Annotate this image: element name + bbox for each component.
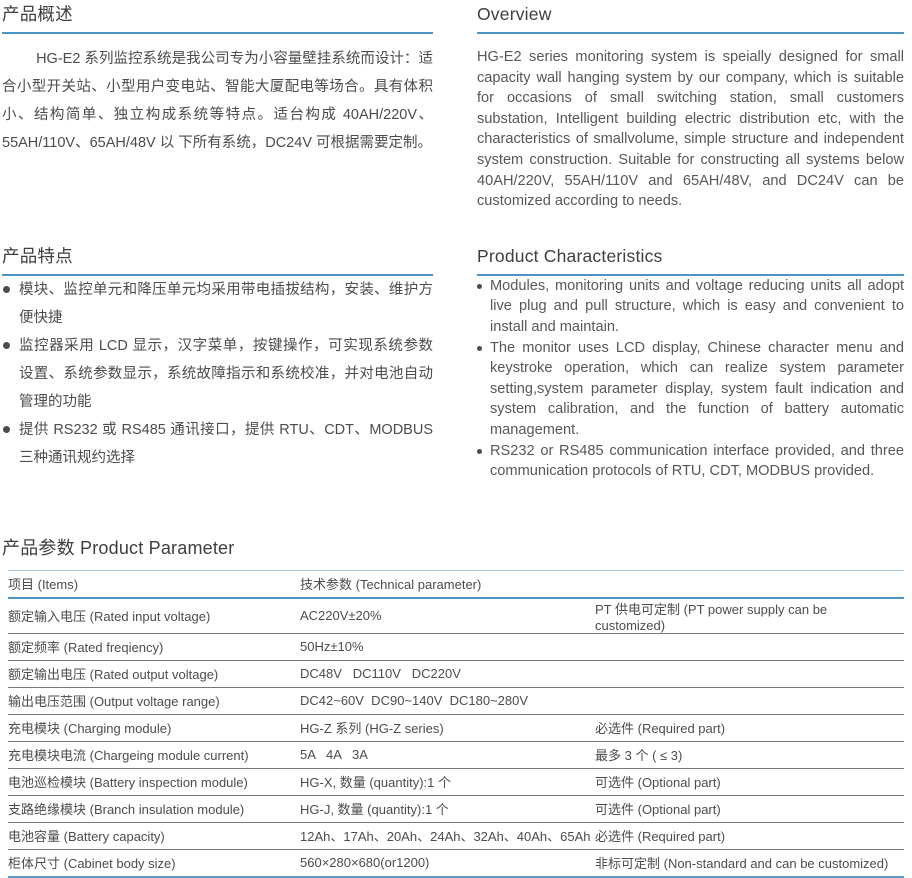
feature-text: 提供 RS232 或 RS485 通讯接口，提供 RTU、CDT、MODBUS …: [19, 421, 433, 466]
features-row: 产品特点 模块、监控单元和降压单元均采用带电插拔结构，安装、维护方便快捷 监控器…: [2, 246, 904, 482]
item-cell: 充电模块电流 (Chargeing module current): [8, 741, 300, 769]
value-cell: HG-X, 数量 (quantity):1 个: [300, 768, 595, 796]
table-row: 输出电压范围 (Output voltage range) DC42~60V D…: [8, 687, 904, 715]
feature-text: 模块、监控单元和降压单元均采用带电插拔结构，安装、维护方便快捷: [19, 281, 433, 326]
section-overview-cn: 产品概述 HG-E2 系列监控系统是我公司专为小容量壁挂系统而设计：适合小型开关…: [2, 4, 433, 212]
item-cell: 柜体尺寸 (Cabinet body size): [8, 856, 176, 872]
bullet-icon: [3, 286, 10, 294]
value-cell: 560×280×680(or1200): [300, 855, 430, 871]
value-cell: DC42~60V DC90~140V DC180~280V: [300, 687, 595, 715]
item-cell: 输出电压范围 (Output voltage range): [8, 687, 300, 715]
table-row: 电池巡检模块 (Battery inspection module) HG-X,…: [8, 768, 904, 796]
remark-cell: 可选件 (Optional part): [595, 795, 904, 823]
parameters-title: 产品参数 Product Parameter: [2, 537, 235, 558]
list-item: 模块、监控单元和降压单元均采用带电插拔结构，安装、维护方便快捷: [2, 276, 433, 332]
feature-text: RS232 or RS485 communication interface p…: [490, 442, 904, 480]
list-item: The monitor uses LCD display, Chinese ch…: [477, 338, 904, 441]
item-cell: 电池巡检模块 (Battery inspection module): [8, 768, 300, 796]
table-row: 充电模块电流 (Chargeing module current) 5A 4A …: [8, 741, 904, 769]
value-cell: 5A 4A 3A: [300, 741, 595, 769]
features-cn-list: 模块、监控单元和降压单元均采用带电插拔结构，安装、维护方便快捷 监控器采用 LC…: [2, 276, 433, 472]
remark-cell: [595, 660, 904, 688]
bullet-icon: [477, 283, 482, 289]
bullet-icon: [477, 448, 482, 454]
overview-cn-title: 产品概述: [2, 4, 433, 34]
table-row: 额定输出电压 (Rated output voltage) DC48V DC11…: [8, 660, 904, 688]
item-cell: 支路绝缘模块 (Branch insulation module): [8, 795, 300, 823]
product-datasheet-page: 产品概述 HG-E2 系列监控系统是我公司专为小容量壁挂系统而设计：适合小型开关…: [2, 4, 904, 878]
value-cell: HG-J, 数量 (quantity):1 个: [300, 795, 595, 823]
overview-row: 产品概述 HG-E2 系列监控系统是我公司专为小容量壁挂系统而设计：适合小型开关…: [2, 4, 904, 212]
feature-text: 监控器采用 LCD 显示，汉字菜单，按键操作，可实现系统参数设置、系统参数显示，…: [19, 337, 433, 410]
overview-en-paragraph: HG-E2 series monitoring system is speial…: [477, 49, 904, 210]
bullet-icon: [3, 426, 10, 434]
column-header-technical-parameter: 技术参数 (Technical parameter): [300, 570, 595, 599]
value-cell: DC48V DC110V DC220V: [300, 660, 595, 688]
list-item: Modules, monitoring units and voltage re…: [477, 276, 904, 338]
table-header-row: 项目 (Items) 技术参数 (Technical parameter): [8, 570, 904, 599]
bullet-icon: [477, 345, 482, 351]
remark-cell: 必选件 (Required part): [595, 714, 904, 742]
remark-cell: 可选件 (Optional part): [595, 768, 904, 796]
value-cell: 50Hz±10%: [300, 633, 595, 661]
remark-cell: 非标可定制 (Non-standard and can be customize…: [595, 856, 889, 872]
section-overview-en: Overview HG-E2 series monitoring system …: [477, 4, 904, 212]
item-cell: 电池容量 (Battery capacity): [8, 822, 300, 850]
remark-cell: [595, 687, 904, 715]
features-cn-title: 产品特点: [2, 246, 433, 276]
table-row: 电池容量 (Battery capacity) 12Ah、17Ah、20Ah、2…: [8, 822, 904, 850]
remark-cell: 最多 3 个 ( ≤ 3): [595, 741, 904, 769]
value-cell: AC220V±20%: [300, 597, 595, 634]
product-parameter-table: 项目 (Items) 技术参数 (Technical parameter) 额定…: [8, 569, 904, 878]
section-features-cn: 产品特点 模块、监控单元和降压单元均采用带电插拔结构，安装、维护方便快捷 监控器…: [2, 246, 433, 482]
list-item: 监控器采用 LCD 显示，汉字菜单，按键操作，可实现系统参数设置、系统参数显示，…: [2, 332, 433, 416]
features-en-list: Modules, monitoring units and voltage re…: [477, 276, 904, 482]
list-item: 提供 RS232 或 RS485 通讯接口，提供 RTU、CDT、MODBUS …: [2, 416, 433, 472]
remark-cell: [595, 633, 904, 661]
item-cell: 充电模块 (Charging module): [8, 714, 300, 742]
overview-cn-paragraph: HG-E2 系列监控系统是我公司专为小容量壁挂系统而设计：适合小型开关站、小型用…: [2, 51, 433, 151]
section-features-en: Product Characteristics Modules, monitor…: [477, 246, 904, 482]
value-cell: HG-Z 系列 (HG-Z series): [300, 714, 595, 742]
table-row: 充电模块 (Charging module) HG-Z 系列 (HG-Z ser…: [8, 714, 904, 742]
item-cell: 额定频率 (Rated freqiency): [8, 633, 300, 661]
item-cell: 额定输出电压 (Rated output voltage): [8, 660, 300, 688]
item-cell: 额定输入电压 (Rated input voltage): [8, 597, 300, 634]
column-header-remark: [595, 570, 904, 599]
table-row: 支路绝缘模块 (Branch insulation module) HG-J, …: [8, 795, 904, 823]
remark-cell: PT 供电可定制 (PT power supply can be customi…: [595, 597, 904, 634]
table-row: 额定输入电压 (Rated input voltage) AC220V±20% …: [8, 597, 904, 634]
overview-en-title: Overview: [477, 4, 904, 34]
column-header-items: 项目 (Items): [8, 570, 300, 599]
remark-cell: 必选件 (Required part): [595, 822, 904, 850]
feature-text: The monitor uses LCD display, Chinese ch…: [490, 339, 904, 438]
feature-text: Modules, monitoring units and voltage re…: [490, 277, 904, 335]
list-item: RS232 or RS485 communication interface p…: [477, 441, 904, 482]
features-en-title: Product Characteristics: [477, 246, 904, 276]
bullet-icon: [3, 342, 10, 350]
value-cell: 12Ah、17Ah、20Ah、24Ah、32Ah、40Ah、65Ah: [300, 822, 595, 850]
table-row: 额定频率 (Rated freqiency) 50Hz±10%: [8, 633, 904, 661]
table-row: 柜体尺寸 (Cabinet body size) 560×280×680(or1…: [8, 849, 904, 877]
